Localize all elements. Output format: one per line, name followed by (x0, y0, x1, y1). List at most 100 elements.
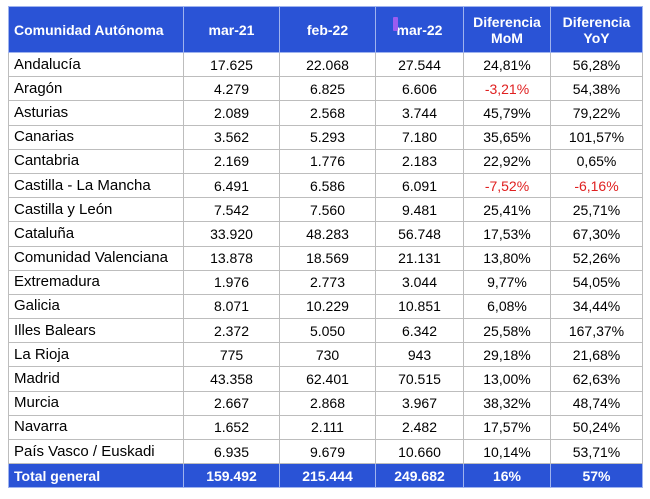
cell-mom: 17,57% (463, 414, 551, 441)
cell-mar-21: 7.542 (183, 197, 280, 223)
cell-mom: -7,52% (463, 172, 551, 199)
cell-feb-22: 7.560 (279, 197, 376, 223)
cell-yoy: 54,38% (550, 76, 643, 102)
total-row: Total general 159.492 215.444 249.682 16… (8, 463, 643, 489)
cell-region: Comunidad Valenciana (8, 245, 184, 271)
total-mom: 16% (463, 463, 551, 489)
cell-mom: 13,00% (463, 366, 551, 392)
cell-mom: 38,32% (463, 390, 551, 416)
total-mar-22: 249.682 (375, 463, 464, 489)
cell-mar-22: 21.131 (375, 245, 464, 271)
cell-region: Castilla y León (8, 197, 184, 223)
total-yoy: 57% (550, 463, 643, 489)
cell-region: Canarias (8, 124, 184, 150)
cell-region: Castilla - La Mancha (8, 172, 184, 199)
cell-mar-21: 2.372 (183, 318, 280, 344)
cell-mar-22: 3.967 (375, 390, 464, 416)
cell-mar-22: 10.851 (375, 293, 464, 320)
table-row: Extremadura 1.976 2.773 3.044 9,77% 54,05% (8, 269, 643, 295)
cell-mar-22: 2.482 (375, 414, 464, 441)
cell-region: Aragón (8, 76, 184, 102)
cell-mom: 25,58% (463, 318, 551, 344)
cell-mar-21: 13.878 (183, 245, 280, 271)
table-row: Madrid 43.358 62.401 70.515 13,00% 62,63% (8, 366, 643, 392)
cell-region: Cantabria (8, 148, 184, 174)
total-label: Total general (8, 463, 184, 489)
cell-mar-21: 1.976 (183, 269, 280, 295)
cell-yoy: 0,65% (550, 148, 643, 174)
cell-mar-22: 6.342 (375, 318, 464, 344)
table-row: Comunidad Valenciana 13.878 18.569 21.131 13… (8, 245, 643, 271)
cell-yoy: 21,68% (550, 342, 643, 368)
cell-yoy: 34,44% (550, 293, 643, 320)
cell-feb-22: 62.401 (279, 366, 376, 392)
table-row: Illes Balears 2.372 5.050 6.342 25,58% 167,37… (8, 318, 643, 344)
table-row: Canarias 3.562 5.293 7.180 35,65% 101,57% (8, 124, 643, 150)
cell-mar-22: 9.481 (375, 197, 464, 223)
cell-yoy: 79,22% (550, 100, 643, 126)
cell-mar-22: 7.180 (375, 124, 464, 150)
cell-region: Extremadura (8, 269, 184, 295)
cell-feb-22: 2.868 (279, 390, 376, 416)
cell-feb-22: 6.586 (279, 172, 376, 199)
cell-yoy: 50,24% (550, 414, 643, 441)
cell-feb-22: 2.111 (279, 414, 376, 441)
cell-mom: 13,80% (463, 245, 551, 271)
cell-feb-22: 48.283 (279, 221, 376, 247)
cell-region: Madrid (8, 366, 184, 392)
cell-yoy: 48,74% (550, 390, 643, 416)
cell-yoy: 52,26% (550, 245, 643, 271)
header-feb-22: feb-22 (279, 6, 376, 53)
cell-yoy: 101,57% (550, 124, 643, 150)
cell-mar-22: 6.091 (375, 172, 464, 199)
cell-yoy: 53,71% (550, 438, 643, 465)
cell-region: Asturias (8, 100, 184, 126)
table-row: Asturias 2.089 2.568 3.744 45,79% 79,22% (8, 100, 643, 126)
cell-mar-21: 775 (183, 342, 280, 368)
cell-mar-21: 1.652 (183, 414, 280, 441)
table-row: Cataluña 33.920 48.283 56.748 17,53% 67,30% (8, 221, 643, 247)
total-feb-22: 215.444 (279, 463, 376, 489)
table-row: Galicia 8.071 10.229 10.851 6,08% 34,44% (8, 293, 643, 320)
cell-mar-22: 6.606 (375, 76, 464, 102)
cell-mar-22: 70.515 (375, 366, 464, 392)
cell-region: La Rioja (8, 342, 184, 368)
cell-mar-22: 10.660 (375, 438, 464, 465)
header-mom: Diferencia MoM (463, 6, 551, 53)
cell-mar-21: 2.169 (183, 148, 280, 174)
header-row: Comunidad Autónoma mar-21 feb-22 mar-22 … (8, 6, 643, 53)
cell-mar-22: 27.544 (375, 51, 464, 78)
cell-mom: 10,14% (463, 438, 551, 465)
cell-mom: 25,41% (463, 197, 551, 223)
cell-yoy: 167,37% (550, 318, 643, 344)
cell-feb-22: 5.050 (279, 318, 376, 344)
table-row: Aragón 4.279 6.825 6.606 -3,21% 54,38% (8, 76, 643, 102)
cell-region: Illes Balears (8, 318, 184, 344)
cell-yoy: 56,28% (550, 51, 643, 78)
cell-mar-21: 6.491 (183, 172, 280, 199)
cell-mar-21: 8.071 (183, 293, 280, 320)
cell-feb-22: 5.293 (279, 124, 376, 150)
cell-yoy: -6,16% (550, 172, 643, 199)
cell-region: Andalucía (8, 51, 184, 78)
cell-mar-21: 17.625 (183, 51, 280, 78)
cell-mar-21: 2.667 (183, 390, 280, 416)
cell-mar-21: 4.279 (183, 76, 280, 102)
cell-region: Navarra (8, 414, 184, 441)
cell-feb-22: 730 (279, 342, 376, 368)
cell-mar-21: 6.935 (183, 438, 280, 465)
header-yoy: Diferencia YoY (550, 6, 643, 53)
cell-mar-21: 3.562 (183, 124, 280, 150)
cell-region: Murcia (8, 390, 184, 416)
cell-yoy: 67,30% (550, 221, 643, 247)
header-mar-21: mar-21 (183, 6, 280, 53)
cell-mar-22: 56.748 (375, 221, 464, 247)
cell-yoy: 62,63% (550, 366, 643, 392)
cell-feb-22: 6.825 (279, 76, 376, 102)
table-row: Castilla y León 7.542 7.560 9.481 25,41% 25,7… (8, 197, 643, 223)
cell-feb-22: 18.569 (279, 245, 376, 271)
table-row: Castilla - La Mancha 6.491 6.586 6.091 -7,52… (8, 172, 643, 199)
cell-mom: 45,79% (463, 100, 551, 126)
table-row: Murcia 2.667 2.868 3.967 38,32% 48,74% (8, 390, 643, 416)
cell-mar-22: 943 (375, 342, 464, 368)
